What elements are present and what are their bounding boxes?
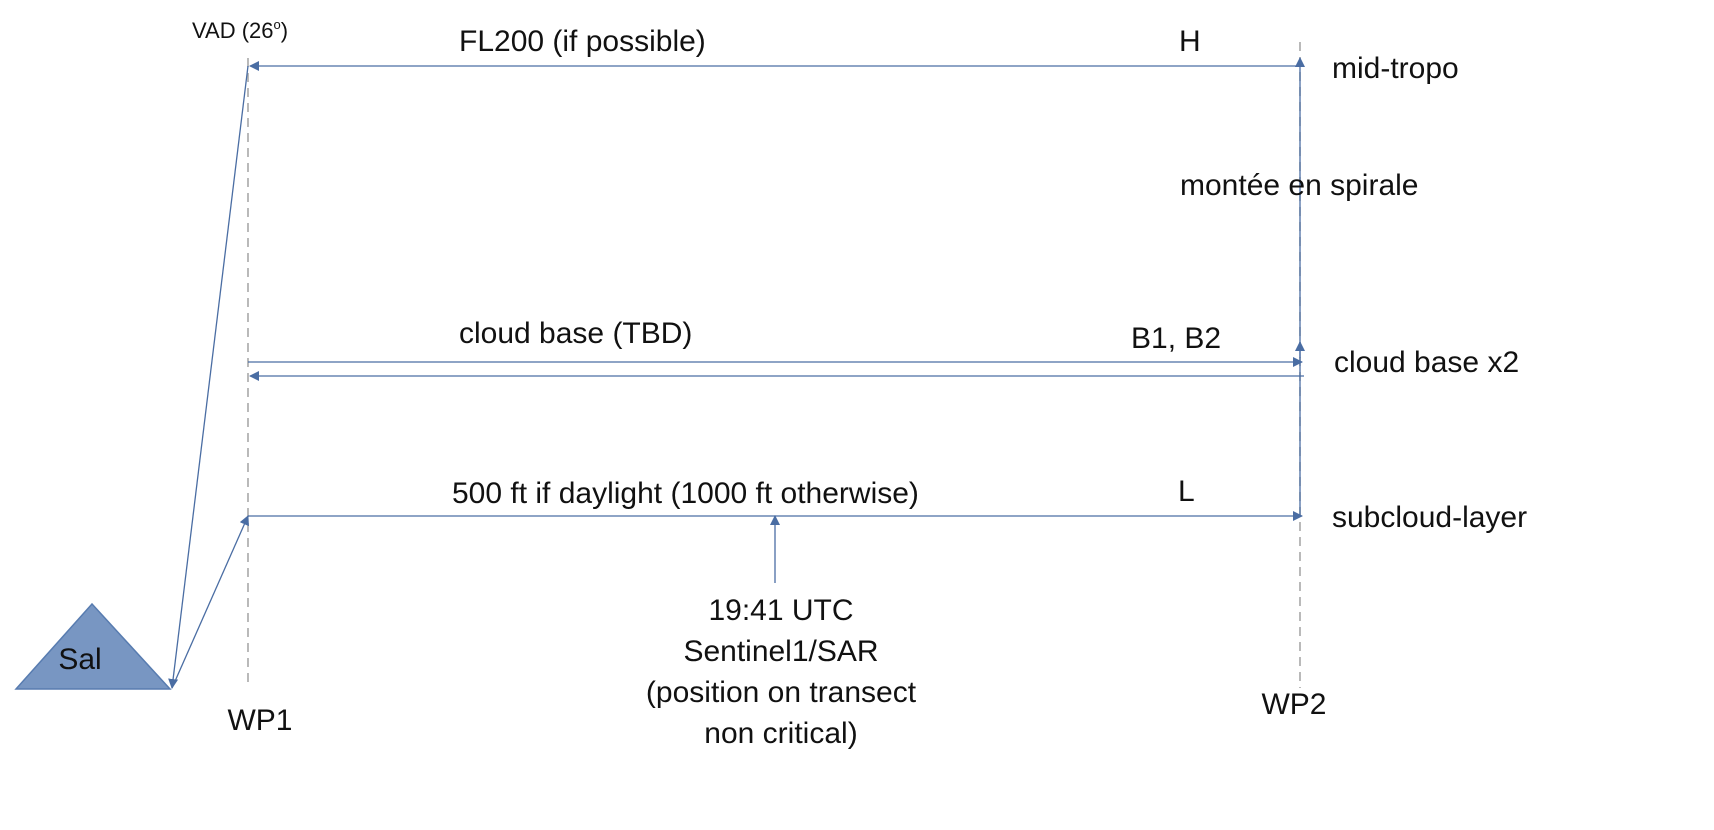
wp1-label: WP1 (227, 704, 292, 737)
mid-tropo-label: mid-tropo (1332, 52, 1459, 85)
satellite-note-line1: (position on transect (646, 676, 917, 709)
descent-line (168, 65, 249, 689)
h-label: H (1179, 25, 1201, 58)
sal-label: Sal (58, 643, 101, 676)
ascent-line (171, 515, 249, 689)
low-leg-label: 500 ft if daylight (1000 ft otherwise) (452, 477, 919, 510)
b1-b2-label: B1, B2 (1131, 322, 1221, 355)
satellite-time-label: 19:41 UTC (708, 594, 853, 627)
wp2-label: WP2 (1261, 688, 1326, 721)
satellite-name-label: Sentinel1/SAR (683, 635, 878, 668)
vad-label: VAD (26o) (192, 17, 288, 43)
satellite-note-line2: non critical) (704, 717, 857, 750)
spiral-label: montée en spirale (1180, 169, 1418, 202)
subcloud-label: subcloud-layer (1332, 501, 1527, 534)
cloud-base-x2-label: cloud base x2 (1334, 346, 1519, 379)
sal-triangle (14, 602, 172, 690)
l-label: L (1178, 475, 1195, 508)
fl200-label: FL200 (if possible) (459, 25, 706, 58)
cloud-base-tbd-label: cloud base (TBD) (459, 317, 692, 350)
